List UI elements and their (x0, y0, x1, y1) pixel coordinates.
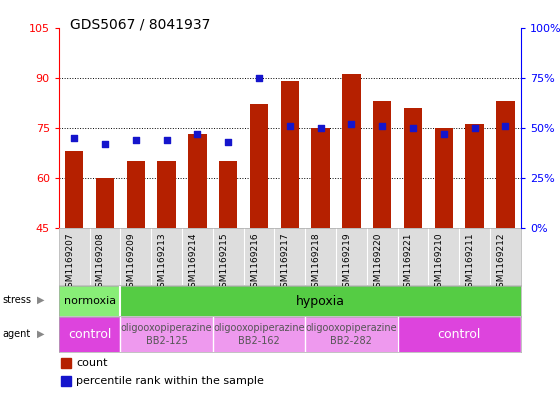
Bar (59, 317, 120, 352)
Bar (157, 161, 176, 228)
Point (501, 123, 510, 129)
Bar (373, 101, 391, 228)
Bar (65, 151, 83, 228)
Text: GSM1169209: GSM1169209 (127, 233, 136, 293)
Text: control: control (437, 328, 481, 341)
Text: GSM1169213: GSM1169213 (157, 233, 166, 293)
Point (316, 125, 325, 131)
Point (408, 125, 417, 131)
Bar (250, 104, 268, 228)
Text: normoxia: normoxia (63, 296, 116, 306)
Bar (305, 317, 398, 352)
Text: agent: agent (3, 329, 31, 339)
Bar (120, 317, 213, 352)
Text: GSM1169215: GSM1169215 (219, 233, 228, 293)
Text: oligooxopiperazine
BB2-282: oligooxopiperazine BB2-282 (306, 323, 397, 345)
Text: GDS5067 / 8041937: GDS5067 / 8041937 (70, 18, 211, 32)
Text: GSM1169210: GSM1169210 (435, 233, 444, 293)
Text: GSM1169219: GSM1169219 (342, 233, 352, 293)
Bar (96, 178, 114, 228)
Text: GSM1169217: GSM1169217 (281, 233, 290, 293)
Bar (435, 128, 453, 228)
Point (69, 134, 78, 141)
Point (131, 137, 140, 143)
Text: count: count (76, 358, 108, 368)
Bar (59, 286, 120, 316)
Text: GSM1169218: GSM1169218 (311, 233, 320, 293)
Text: GSM1169208: GSM1169208 (96, 233, 105, 293)
Point (193, 130, 202, 137)
Text: control: control (68, 328, 111, 341)
Point (377, 123, 386, 129)
Bar (465, 124, 484, 228)
Bar (61, 376, 71, 386)
Text: stress: stress (3, 295, 32, 305)
Text: oligooxopiperazine
BB2-162: oligooxopiperazine BB2-162 (213, 323, 305, 345)
Point (162, 137, 171, 143)
Text: GSM1169221: GSM1169221 (404, 233, 413, 293)
Bar (213, 317, 305, 352)
Text: hypoxia: hypoxia (296, 294, 345, 308)
Text: oligooxopiperazine
BB2-125: oligooxopiperazine BB2-125 (121, 323, 212, 345)
Bar (404, 108, 422, 228)
Point (347, 121, 356, 127)
Text: ▶: ▶ (36, 329, 44, 339)
Text: GSM1169216: GSM1169216 (250, 233, 259, 293)
Bar (219, 161, 237, 228)
Bar (188, 134, 207, 228)
Bar (311, 128, 330, 228)
Bar (61, 358, 71, 368)
Text: GSM1169220: GSM1169220 (373, 233, 382, 293)
Point (285, 123, 294, 129)
Bar (120, 286, 521, 316)
Point (100, 141, 109, 147)
Text: ▶: ▶ (36, 295, 44, 305)
Text: percentile rank within the sample: percentile rank within the sample (76, 376, 264, 386)
Bar (398, 317, 521, 352)
Text: GSM1169207: GSM1169207 (65, 233, 74, 293)
Point (254, 75, 263, 81)
Bar (496, 101, 515, 228)
Bar (127, 161, 145, 228)
Text: GSM1169211: GSM1169211 (465, 233, 474, 293)
Text: GSM1169214: GSM1169214 (188, 233, 197, 293)
Bar (281, 81, 299, 228)
Point (223, 139, 233, 145)
Point (439, 130, 448, 137)
Bar (342, 74, 361, 228)
Point (470, 125, 479, 131)
Text: GSM1169212: GSM1169212 (496, 233, 505, 293)
